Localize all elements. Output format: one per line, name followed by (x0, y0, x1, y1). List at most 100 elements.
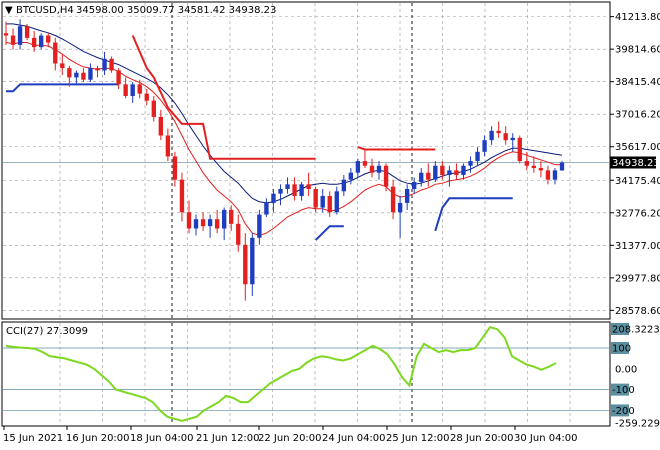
candle-body (250, 237, 255, 285)
price-tick-label: 29977.80 (615, 273, 660, 284)
candle-body (221, 209, 227, 229)
price-tick-label: 37016.20 (615, 110, 660, 121)
candle-body (362, 161, 368, 166)
cci-panel-frame (1, 321, 611, 427)
candle-body (355, 161, 361, 173)
ohlc-values: 34598.00 35009.77 34581.42 34938.23 (76, 5, 276, 16)
ma-slow-line (6, 23, 563, 204)
candle-body (559, 162, 565, 171)
candle-body (461, 165, 466, 176)
candle-body (475, 151, 480, 162)
candle-body (179, 179, 185, 213)
candle-body (10, 35, 16, 45)
candle-body (545, 170, 551, 180)
time-tick-label: 24 Jun 04:00 (322, 433, 386, 444)
candle-body (102, 58, 107, 71)
time-axis: 15 Jun 2021 16 Jun 20:00 18 Jun 04:00 21 Ju… (3, 426, 578, 444)
candle-body (95, 68, 100, 71)
candle-body (39, 35, 44, 48)
candle-body (3, 33, 9, 36)
time-tick-label: 30 Jun 04:00 (514, 433, 578, 444)
price-tick-label: 39814.60 (615, 45, 660, 56)
candle-body (137, 84, 142, 94)
grid (3, 3, 609, 425)
candle-body (53, 42, 58, 64)
cci-tick-label: 0.00 (615, 364, 637, 375)
candle-body (440, 165, 445, 176)
candle-body (46, 35, 51, 43)
price-tick-label: 41213.80 (615, 12, 660, 23)
candle-body (165, 135, 171, 157)
candle-body (236, 223, 241, 245)
cci-label: CCI(27) 27.3099 (6, 326, 88, 337)
current-price-label: 34938.23 (612, 158, 660, 169)
time-tick-label: 16 Jun 20:00 (66, 433, 130, 444)
candle-body (24, 26, 30, 38)
candle-body (81, 72, 86, 80)
price-tick-label: 35617.00 (615, 142, 660, 153)
cci-tick-label: 208.3223 (612, 325, 660, 336)
candle-body (88, 68, 93, 80)
price-axis: 41213.80 39814.60 38415.40 37016.20 35617.00… (610, 12, 660, 317)
candle-body (503, 133, 508, 141)
candle-body (186, 212, 192, 229)
candle-body (306, 184, 311, 189)
candle-body (426, 172, 431, 180)
candle-body (243, 244, 248, 285)
candle-body (109, 58, 114, 71)
candle-body (313, 188, 318, 208)
candle-body (552, 170, 558, 180)
candle-body (517, 137, 522, 162)
price-panel-frame (1, 1, 611, 320)
candle-body (327, 195, 332, 213)
candle-body (151, 100, 156, 117)
candle-body (447, 170, 452, 176)
candle-body (404, 188, 410, 203)
candle-body (67, 68, 72, 78)
cci-level-badge (611, 341, 629, 354)
cci-level-badge (611, 404, 629, 417)
candle-body (193, 219, 199, 229)
candle-body (74, 72, 79, 78)
candle-body (454, 170, 459, 176)
candle-body (489, 130, 494, 141)
candle-body (496, 130, 501, 134)
price-tick-label: 32776.20 (615, 208, 660, 219)
symbol-arrow-icon: ▼ (5, 5, 13, 16)
cci-series-line (5, 326, 557, 422)
candle-body (271, 193, 276, 203)
candle-body (130, 84, 135, 96)
price-tick-label: 31377.00 (615, 241, 660, 252)
candle-body (172, 156, 178, 180)
current-price-box (610, 156, 656, 169)
candle-body (123, 84, 128, 96)
candle-body (538, 168, 544, 171)
candle-body (390, 186, 396, 213)
price-tick-label: 28578.60 (615, 306, 660, 317)
candle-body (419, 172, 424, 183)
stop-up-line (314, 225, 344, 241)
candle-body (531, 165, 537, 169)
candle-body (299, 184, 304, 196)
time-tick-label: 28 Jun 20:00 (450, 433, 514, 444)
stop-down-line (131, 35, 316, 160)
candle-body (31, 37, 37, 48)
candle-body (257, 214, 262, 238)
candle-body (468, 161, 473, 166)
candle-body (264, 202, 269, 215)
candle-body (60, 63, 65, 69)
candle-body (383, 165, 389, 187)
price-tick-label: 38415.40 (615, 77, 660, 88)
stop-up-line (6, 83, 119, 93)
candle-body (17, 26, 23, 45)
symbol-label: BTCUSD,H4 (16, 5, 74, 16)
cci-level-badge (611, 323, 629, 335)
candle-body (214, 219, 220, 229)
cci-tick-label: 100 (612, 343, 631, 354)
time-tick-label: 21 Jun 12:00 (196, 433, 260, 444)
candle-body (433, 165, 438, 180)
candle-body (200, 219, 206, 227)
candle-body (397, 202, 403, 213)
stop-up-line (434, 197, 513, 232)
